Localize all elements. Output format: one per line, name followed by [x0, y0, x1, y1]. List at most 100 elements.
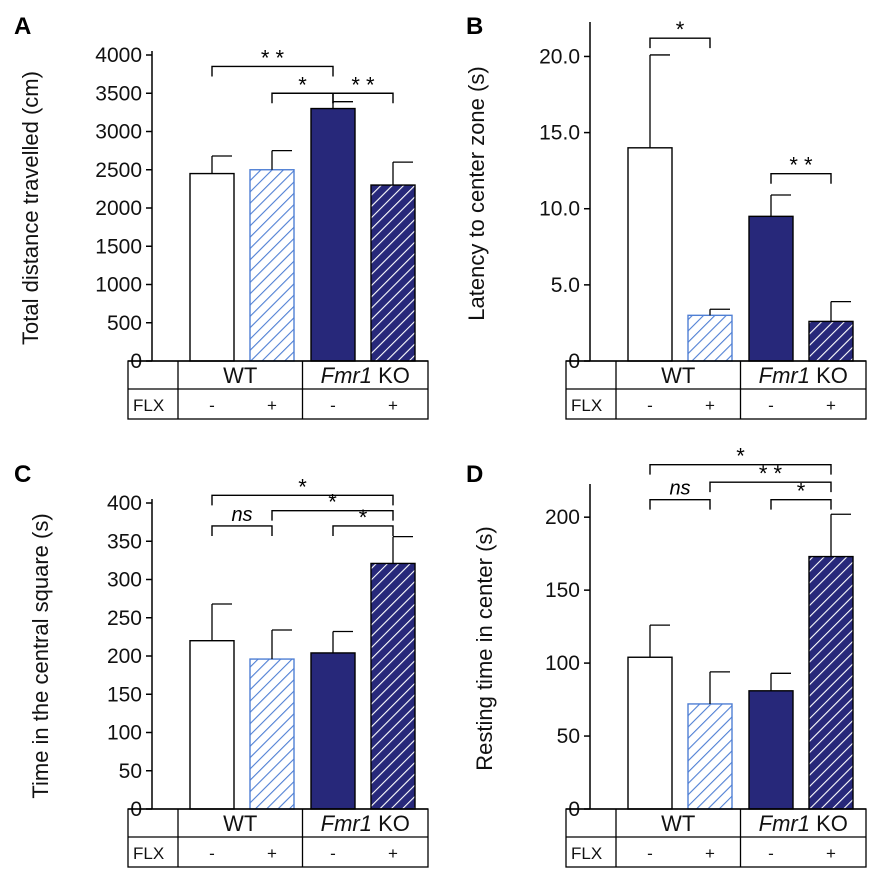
- bar: [627, 147, 673, 362]
- group-table: WT Fmr1 KO FLX - + - +: [127, 360, 429, 420]
- significance-bracket: ns: [649, 478, 711, 510]
- bar: [370, 184, 416, 362]
- treatment-sign: +: [705, 396, 715, 415]
- significance-label: * *: [759, 461, 783, 486]
- significance-bracket: *: [271, 72, 334, 104]
- treatment-sign: +: [267, 396, 277, 415]
- bar: [310, 652, 356, 810]
- error-bar: [271, 149, 292, 170]
- treatment-label: FLX: [571, 396, 602, 415]
- treatment-sign: -: [647, 844, 653, 863]
- bar: [687, 314, 733, 362]
- error-bar: [649, 624, 670, 658]
- y-tick-label: 15.0: [539, 122, 580, 145]
- y-tick-label: 1500: [95, 235, 142, 258]
- bar: [189, 640, 235, 810]
- error-bar: [392, 161, 413, 186]
- y-tick-label: 200: [545, 506, 580, 529]
- bar: [748, 690, 794, 810]
- significance-bracket: ns: [211, 504, 273, 536]
- bar: [748, 215, 794, 362]
- error-bar: [830, 513, 851, 557]
- y-axis-label: Latency to center zone (s): [464, 66, 489, 320]
- treatment-label: FLX: [133, 844, 164, 863]
- error-bar: [332, 101, 353, 109]
- significance-label: *: [736, 444, 745, 469]
- treatment-sign: -: [330, 396, 336, 415]
- y-tick-label: 3500: [95, 82, 142, 105]
- significance-label: *: [298, 72, 307, 97]
- treatment-sign: -: [768, 396, 774, 415]
- bar: [189, 172, 235, 362]
- group-label-ko: Fmr1 KO: [321, 811, 410, 836]
- treatment-sign: -: [647, 396, 653, 415]
- group-table: WT Fmr1 KO FLX - + - +: [565, 360, 867, 420]
- error-bar: [709, 671, 730, 704]
- y-tick-label: 400: [107, 492, 142, 515]
- y-tick-label: 150: [545, 579, 580, 602]
- bar: [687, 703, 733, 810]
- group-label-ko: Fmr1 KO: [321, 363, 410, 388]
- significance-label: *: [797, 479, 806, 504]
- treatment-label: FLX: [571, 844, 602, 863]
- y-axis-label: Total distance travelled (cm): [18, 71, 43, 345]
- y-tick-label: 300: [107, 569, 142, 592]
- group-label-wt: WT: [223, 363, 257, 388]
- error-bar: [649, 54, 670, 148]
- y-tick-label: 500: [107, 312, 142, 335]
- significance-bracket: *: [332, 505, 394, 536]
- y-tick-label: 10.0: [539, 198, 580, 221]
- significance-label: *: [328, 490, 337, 515]
- significance-label: ns: [669, 478, 690, 500]
- y-tick-label: 2500: [95, 159, 142, 182]
- treatment-sign: -: [768, 844, 774, 863]
- significance-bracket: * *: [211, 45, 334, 77]
- error-bar: [770, 672, 791, 691]
- bar: [808, 320, 854, 362]
- error-bar: [709, 308, 730, 316]
- significance-label: * *: [261, 45, 285, 70]
- bar: [627, 656, 673, 810]
- y-tick-label: 20.0: [539, 45, 580, 68]
- error-bar: [211, 603, 232, 641]
- bar: [808, 555, 854, 810]
- panel-letter: B: [466, 13, 483, 40]
- treatment-sign: +: [826, 396, 836, 415]
- group-label-ko: Fmr1 KO: [759, 811, 848, 836]
- group-table: WT Fmr1 KO FLX - + - +: [565, 808, 867, 868]
- treatment-label: FLX: [133, 396, 164, 415]
- bar: [249, 169, 295, 362]
- group-label-wt: WT: [661, 811, 695, 836]
- significance-bracket: *: [649, 444, 832, 475]
- treatment-sign: -: [209, 844, 215, 863]
- y-tick-label: 1000: [95, 274, 142, 297]
- y-tick-label: 3000: [95, 121, 142, 144]
- significance-bracket: * *: [332, 72, 394, 104]
- treatment-sign: +: [705, 844, 715, 863]
- significance-bracket: *: [649, 17, 711, 49]
- significance-bracket: * *: [770, 153, 832, 184]
- y-axis-label: Time in the central square (s): [28, 513, 53, 798]
- treatment-sign: +: [826, 844, 836, 863]
- panel-letter: D: [466, 461, 483, 488]
- significance-bracket: *: [211, 474, 394, 506]
- y-tick-label: 50: [119, 760, 142, 783]
- significance-label: *: [359, 505, 368, 530]
- bar: [249, 658, 295, 810]
- significance-label: *: [298, 474, 307, 499]
- treatment-sign: +: [267, 844, 277, 863]
- significance-label: ns: [231, 504, 252, 526]
- significance-label: * *: [351, 72, 375, 97]
- significance-bracket: * *: [709, 461, 832, 493]
- y-tick-label: 350: [107, 530, 142, 553]
- y-axis-label: Resting time in center (s): [472, 526, 497, 771]
- error-bar: [770, 194, 791, 217]
- treatment-sign: +: [388, 844, 398, 863]
- significance-bracket: *: [271, 490, 394, 521]
- treatment-sign: +: [388, 396, 398, 415]
- group-table: WT Fmr1 KO FLX - + - +: [127, 808, 429, 868]
